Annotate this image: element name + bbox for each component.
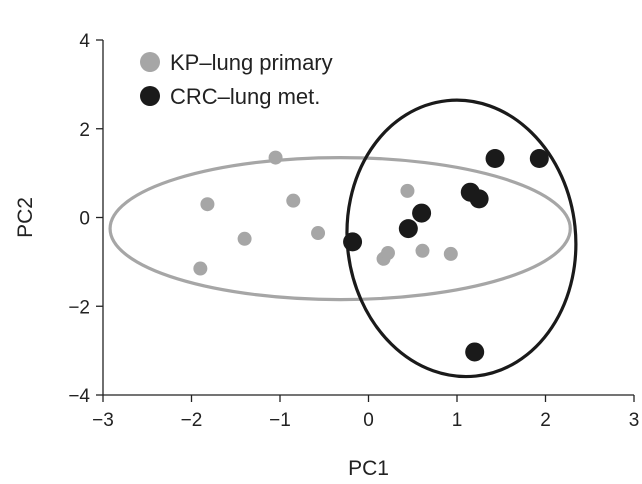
data-point-series-1 — [237, 231, 252, 246]
data-point-series-2 — [469, 189, 489, 209]
legend-label-series-2: CRC–lung met. — [170, 84, 320, 109]
x-tick-label: 3 — [629, 410, 640, 431]
data-point-series-2 — [485, 148, 505, 168]
axes-layer: −3 −2 −1 0 1 2 3 −4 −2 0 2 4 — [68, 31, 639, 431]
x-tick-label: 2 — [540, 410, 551, 431]
legend: KP–lung primary CRC–lung met. — [140, 50, 333, 109]
data-point-series-2 — [398, 219, 418, 239]
y-tick-label: 0 — [79, 209, 90, 230]
x-tick-label: −2 — [181, 410, 203, 431]
data-point-series-2 — [412, 203, 432, 223]
confidence-ellipse-series-2 — [345, 98, 578, 379]
data-point-series-1 — [200, 197, 215, 212]
y-tick-label: −4 — [68, 386, 90, 407]
confidence-ellipse-series-1 — [108, 155, 572, 302]
x-tick-label: 1 — [452, 410, 463, 431]
x-tick-label: 0 — [363, 410, 374, 431]
data-point-series-1 — [380, 246, 395, 260]
data-point-series-1 — [286, 193, 301, 208]
data-point-series-1 — [268, 150, 283, 165]
data-point-series-1 — [193, 261, 208, 276]
data-point-series-2 — [343, 232, 363, 252]
data-point-series-2 — [529, 148, 549, 168]
point-layer — [193, 148, 549, 362]
x-axis-label: PC1 — [348, 457, 389, 480]
data-point-series-1 — [415, 243, 430, 258]
y-tick-label: 4 — [79, 31, 90, 52]
y-tick-label: −2 — [68, 297, 90, 318]
data-point-series-1 — [443, 246, 458, 261]
ellipse-layer — [108, 98, 578, 379]
data-point-series-1 — [311, 226, 326, 241]
legend-marker-series-2 — [140, 86, 160, 106]
legend-marker-series-1 — [140, 52, 160, 72]
data-point-series-2 — [465, 342, 485, 362]
y-tick-label: 2 — [79, 120, 90, 141]
data-point-series-1 — [400, 183, 415, 198]
x-tick-label: −3 — [92, 410, 114, 431]
y-axis-label: PC2 — [14, 197, 37, 238]
legend-label-series-1: KP–lung primary — [170, 50, 333, 75]
x-tick-label: −1 — [269, 410, 291, 431]
